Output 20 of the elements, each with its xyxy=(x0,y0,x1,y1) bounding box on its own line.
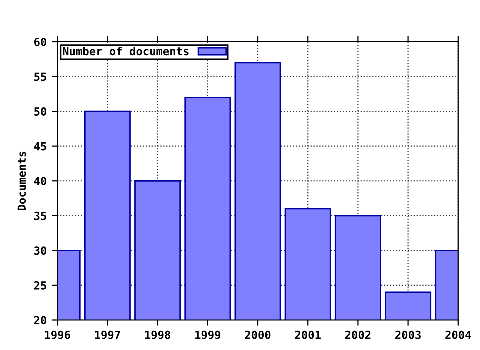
y-tick-label: 45 xyxy=(34,142,46,151)
y-axis-title: Documents xyxy=(18,152,26,210)
legend-label: Number of documents xyxy=(63,47,189,56)
x-tick-label: 2000 xyxy=(245,330,271,340)
y-tick-label: 50 xyxy=(34,108,47,116)
x-tick-label: 1997 xyxy=(95,330,120,340)
y-tick-label: 30 xyxy=(34,246,47,256)
y-tick-label: 40 xyxy=(34,177,47,186)
y-tick-label: 25 xyxy=(34,281,46,290)
y-tick-label: 20 xyxy=(34,316,47,325)
x-tick-label: 1999 xyxy=(196,330,221,340)
y-tick-label: 35 xyxy=(34,212,46,220)
x-tick-label: 2004 xyxy=(446,330,472,340)
y-tick-label: 55 xyxy=(34,72,46,82)
x-tick-label: 2001 xyxy=(295,330,321,340)
x-tick-label: 2002 xyxy=(345,330,371,340)
x-tick-label: 2003 xyxy=(396,330,421,340)
x-tick-label: 1996 xyxy=(45,330,70,340)
y-tick-label: 60 xyxy=(34,38,47,46)
x-tick-label: 1998 xyxy=(145,330,170,340)
